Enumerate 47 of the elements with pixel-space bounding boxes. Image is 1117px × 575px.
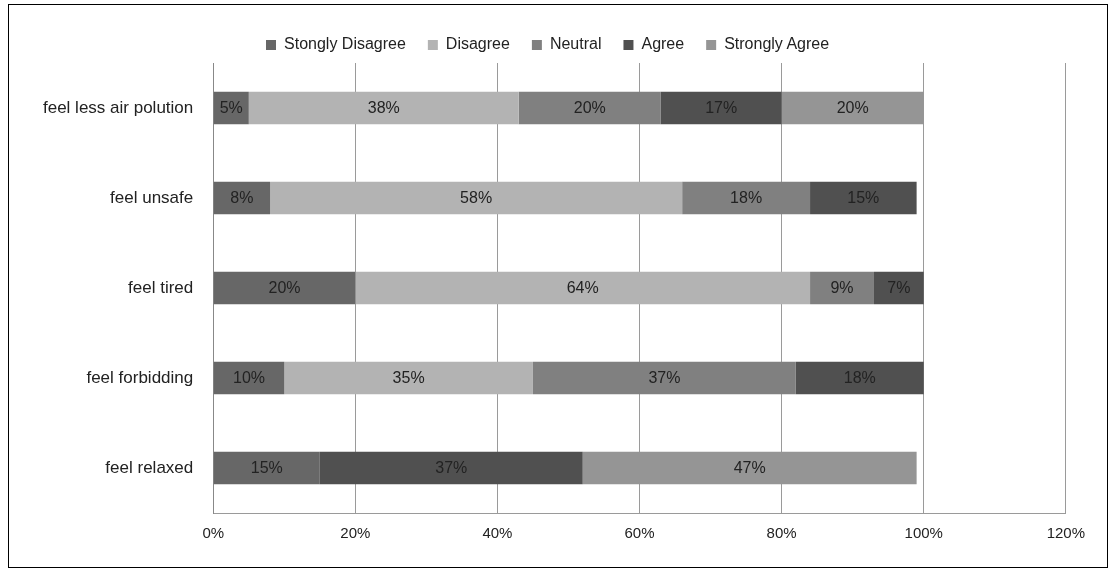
legend-label: Neutral <box>549 35 602 53</box>
data-label: 47% <box>733 459 766 477</box>
bar <box>682 181 811 215</box>
data-label: 20% <box>268 279 301 297</box>
x-tick-label: 60% <box>624 524 655 542</box>
bar <box>213 271 356 305</box>
bar <box>355 271 811 305</box>
bar <box>795 361 924 395</box>
data-label: 58% <box>460 189 493 207</box>
x-tick-label: 100% <box>904 524 943 542</box>
data-label: 20% <box>836 99 869 117</box>
bar <box>270 181 683 215</box>
legend-label: Stongly Disagree <box>284 35 406 53</box>
bar <box>810 271 874 305</box>
bar <box>284 361 533 395</box>
y-tick-label: feel relaxed <box>105 457 194 477</box>
data-label: 35% <box>392 369 425 387</box>
bar <box>660 91 782 125</box>
bar <box>213 451 320 485</box>
legend-label: Disagree <box>445 35 510 53</box>
x-tick-label: 120% <box>1046 524 1086 542</box>
legend-label: Strongly Agree <box>724 35 830 53</box>
data-label: 9% <box>830 279 854 297</box>
data-label: 37% <box>648 369 681 387</box>
y-tick-label: feel tired <box>128 277 194 297</box>
bar <box>248 91 519 125</box>
data-label: 10% <box>233 369 266 387</box>
data-label: 64% <box>566 279 599 297</box>
data-label: 20% <box>573 99 606 117</box>
data-label: 38% <box>367 99 400 117</box>
bar <box>319 451 583 485</box>
bar <box>810 181 917 215</box>
x-tick-label: 40% <box>482 524 513 542</box>
bar <box>532 361 796 395</box>
x-tick-label: 0% <box>202 524 225 542</box>
data-label: 15% <box>250 459 283 477</box>
bar <box>518 91 661 125</box>
y-tick-label: feel less air polution <box>42 97 194 117</box>
bar <box>873 271 924 305</box>
x-tick-label: 80% <box>766 524 797 542</box>
y-tick-label: feel forbidding <box>86 367 194 387</box>
x-tick-label: 20% <box>340 524 371 542</box>
data-label: 18% <box>730 189 763 207</box>
legend-label: Agree <box>641 35 685 53</box>
y-tick-label: feel unsafe <box>110 187 194 207</box>
data-label: 8% <box>230 189 254 207</box>
data-label: 5% <box>219 99 243 117</box>
